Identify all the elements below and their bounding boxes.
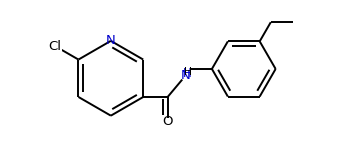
Text: H: H <box>183 67 192 80</box>
Text: H: H <box>184 67 192 77</box>
Text: N: N <box>106 34 116 47</box>
Text: O: O <box>162 115 173 128</box>
Text: N: N <box>180 69 190 82</box>
Text: Cl: Cl <box>49 40 62 53</box>
